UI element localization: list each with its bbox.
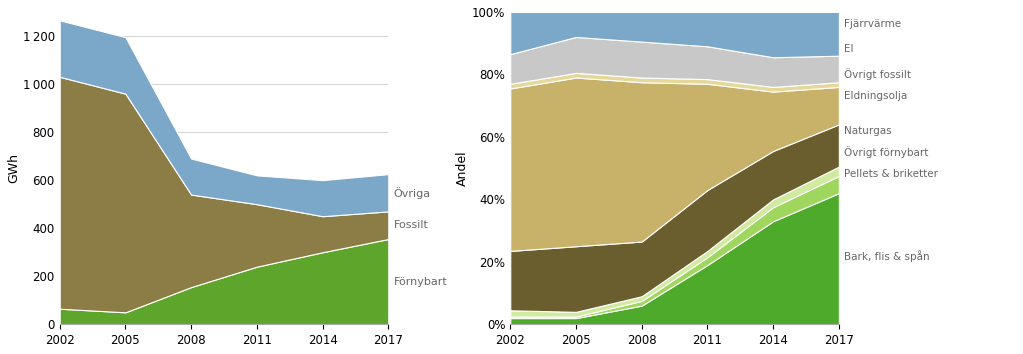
Text: Övrigt fossilt: Övrigt fossilt — [844, 68, 911, 80]
Text: El: El — [844, 45, 854, 55]
Text: Fjärrvärme: Fjärrvärme — [844, 19, 901, 29]
Text: Naturgas: Naturgas — [844, 126, 892, 136]
Text: Bark, flis & spån: Bark, flis & spån — [844, 250, 930, 262]
Text: Eldningsolja: Eldningsolja — [844, 91, 907, 101]
Text: Förnybart: Förnybart — [394, 277, 448, 287]
Text: Pellets & briketter: Pellets & briketter — [844, 169, 938, 179]
Text: Fossilt: Fossilt — [394, 220, 429, 230]
Y-axis label: Andel: Andel — [456, 150, 470, 186]
Y-axis label: GWh: GWh — [7, 153, 19, 183]
Text: Övrigt förnybart: Övrigt förnybart — [844, 147, 929, 159]
Text: Övriga: Övriga — [394, 187, 431, 199]
